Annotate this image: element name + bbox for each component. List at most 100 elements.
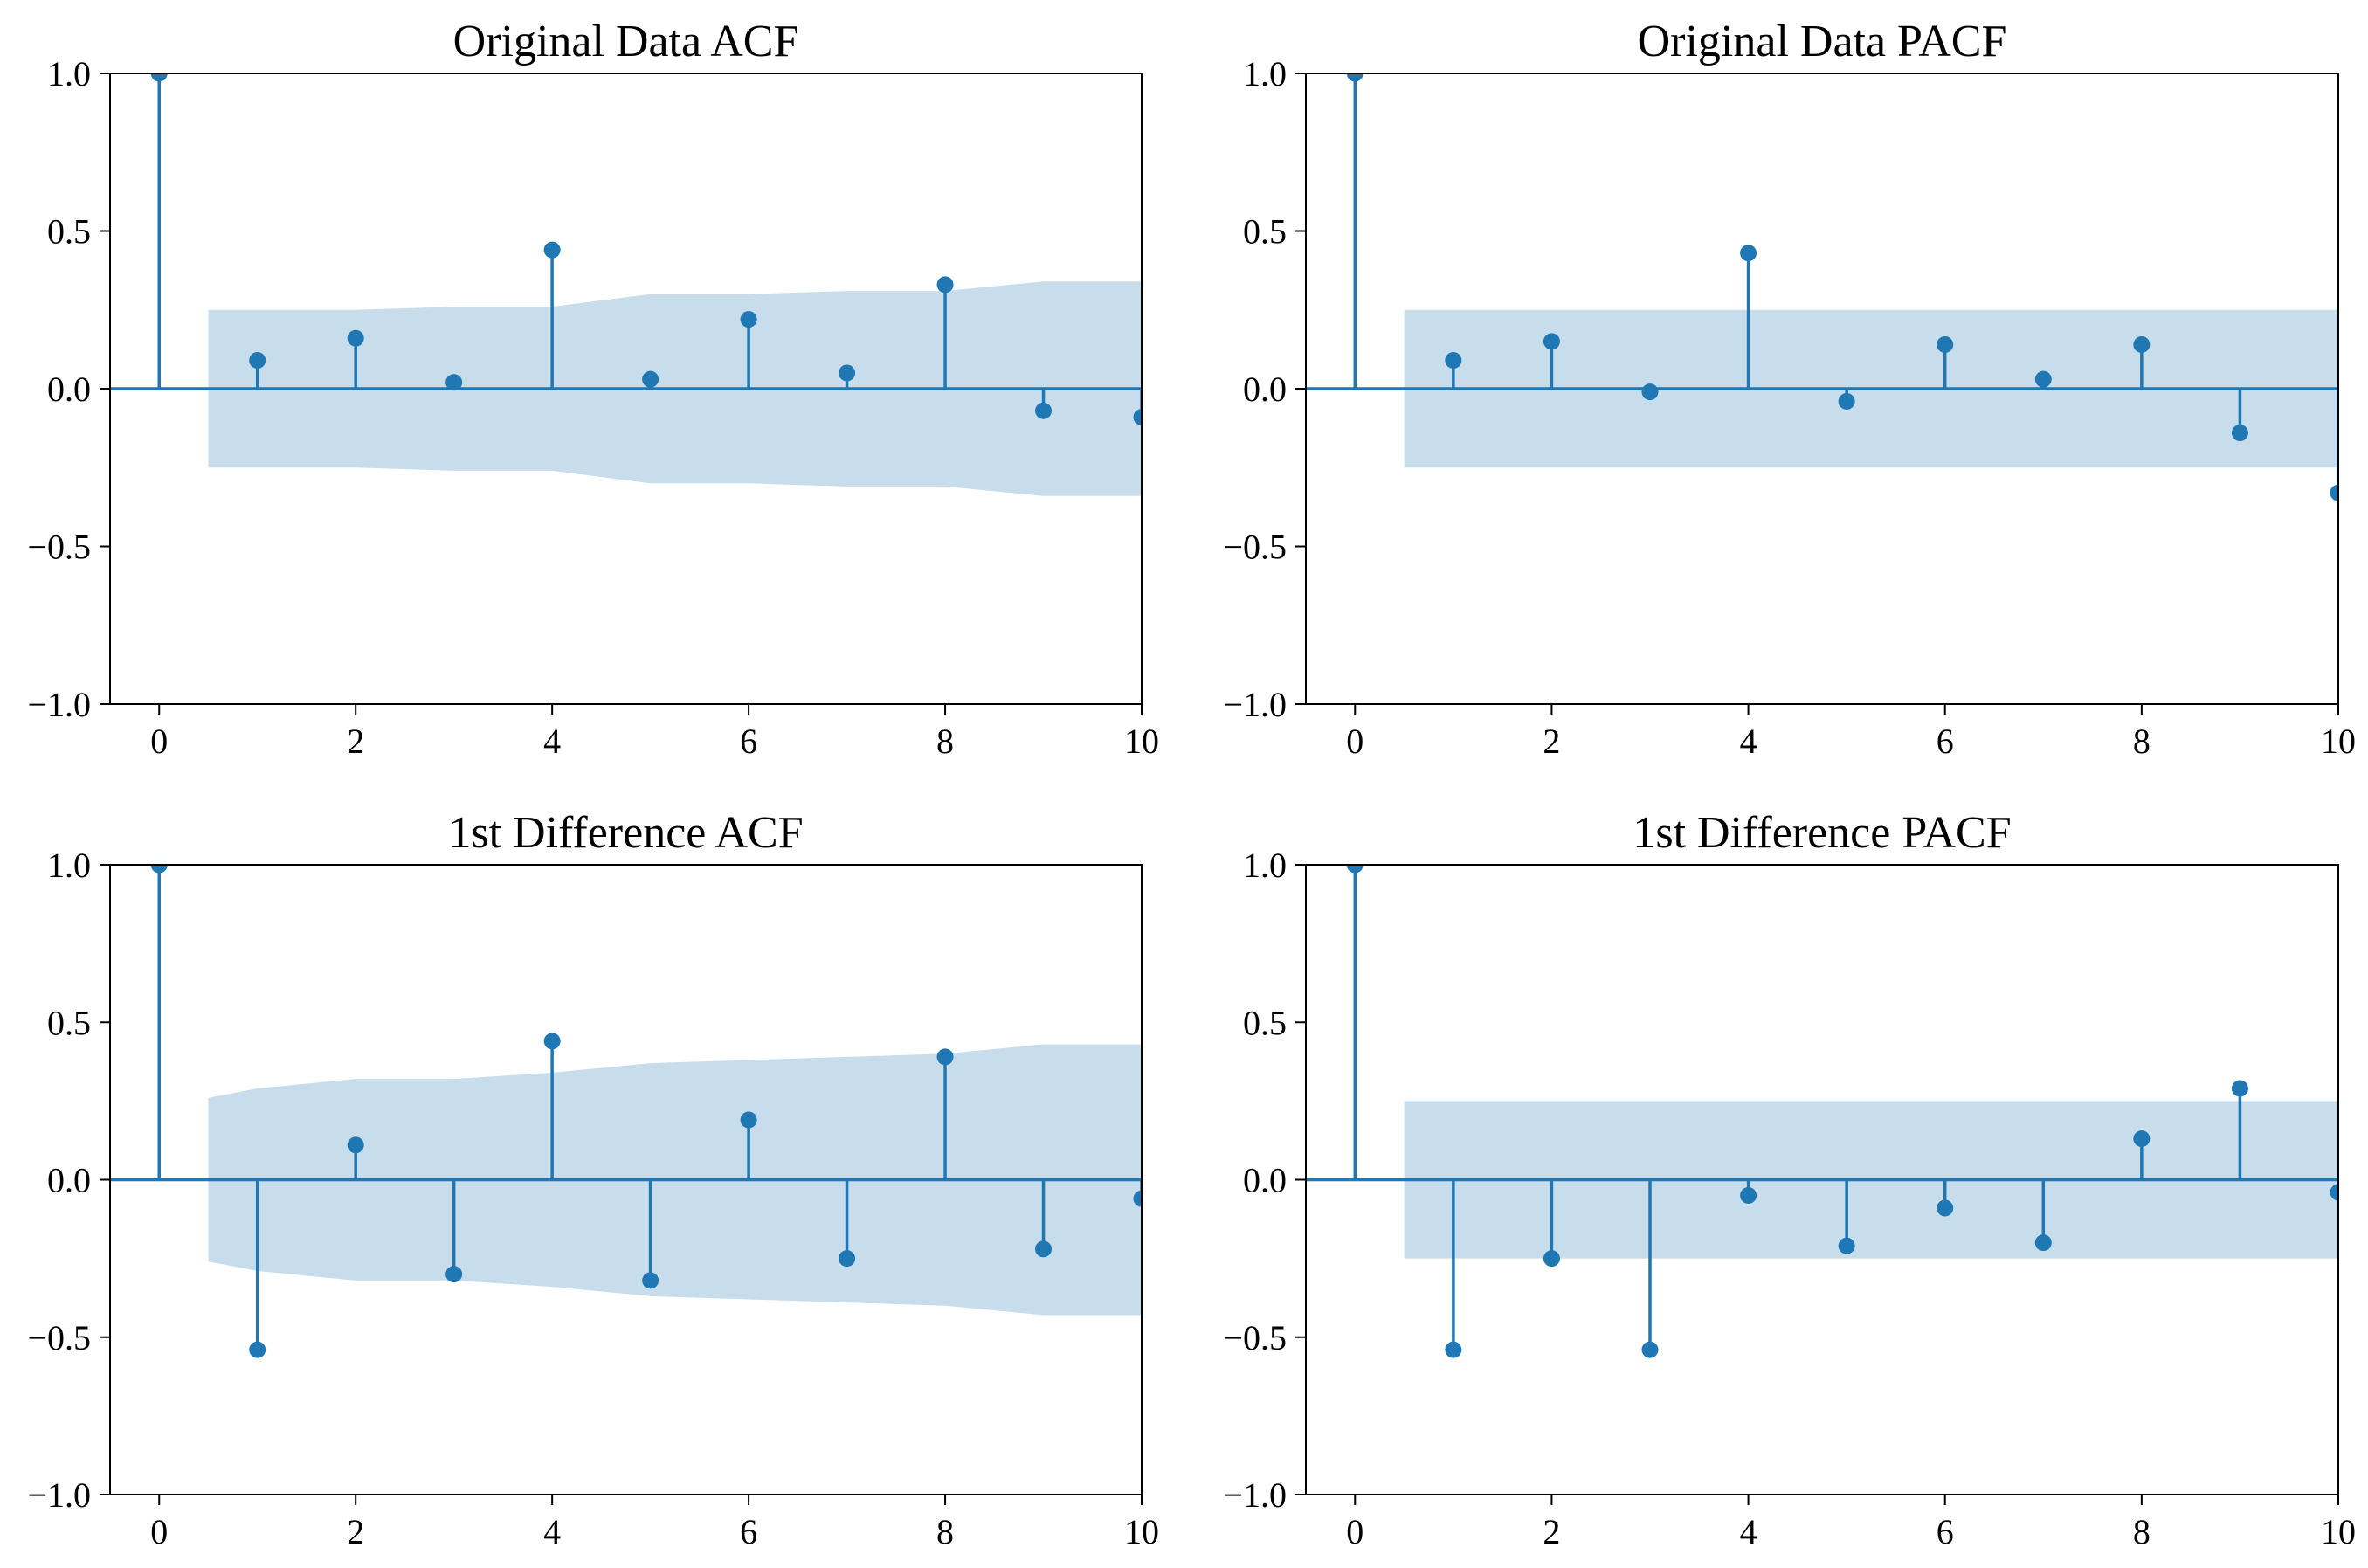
- chart-2-original-data-pacf-marker-lag-0: [1346, 73, 1363, 82]
- chart-2-original-data-pacf-marker-lag-2: [1543, 333, 1560, 350]
- chart-2-original-data-pacf-ytick-label-1: 1.0: [1243, 54, 1287, 93]
- chart-1-original-data-acf-marker-lag-3: [445, 374, 463, 391]
- chart-4-1st-difference-pacf-marker-lag-9: [2231, 1080, 2248, 1097]
- chart-3-1st-difference-acf-title: 1st Difference ACF: [448, 808, 803, 858]
- chart-1-original-data-acf-xtick-label-4: 4: [543, 722, 561, 761]
- chart-3-1st-difference-acf-marker-lag-7: [839, 1250, 856, 1268]
- chart-2-original-data-pacf-marker-lag-9: [2231, 425, 2248, 442]
- chart-3-1st-difference-acf-ytick-label-neg1: −1.0: [27, 1475, 91, 1515]
- chart-4-1st-difference-pacf-xtick-label-8: 8: [2133, 1512, 2151, 1551]
- chart-4-1st-difference-pacf: 0 2 4 6 8 10 1.0 0.5 0.0 −0.5 −1.0 1st Difference P…: [1223, 808, 2356, 1551]
- chart-1-original-data-acf-marker-lag-6: [740, 311, 757, 328]
- chart-1-original-data-acf-xtick-label-2: 2: [347, 722, 364, 761]
- chart-2-original-data-pacf-marker-lag-3: [1641, 383, 1659, 401]
- chart-4-1st-difference-pacf-ytick-label-0: 0.0: [1243, 1161, 1287, 1200]
- chart-1-original-data-acf-marker-lag-1: [249, 352, 266, 370]
- chart-4-1st-difference-pacf-marker-lag-0: [1346, 865, 1363, 874]
- chart-2-original-data-pacf-xtick-label-4: 4: [1740, 722, 1757, 761]
- chart-1-original-data-acf-marker-lag-5: [642, 370, 659, 388]
- chart-4-1st-difference-pacf-xtick-label-4: 4: [1740, 1512, 1757, 1551]
- chart-1-original-data-acf-title: Original Data ACF: [453, 17, 799, 66]
- chart-2-original-data-pacf-marker-lag-5: [1838, 392, 1855, 410]
- chart-2-original-data-pacf-ytick-label-neg0p5: −0.5: [1223, 528, 1287, 567]
- chart-3-1st-difference-acf-xtick-label-2: 2: [347, 1512, 364, 1551]
- chart-2-original-data-pacf-xtick-label-6: 6: [1937, 722, 1954, 761]
- chart-1-original-data-acf-ytick-label-neg0p5: −0.5: [27, 528, 91, 567]
- chart-3-1st-difference-acf-xtick-label-6: 6: [740, 1512, 757, 1551]
- chart-4-1st-difference-pacf-marker-lag-7: [2034, 1234, 2052, 1252]
- chart-1-original-data-acf-marker-lag-10: [1133, 408, 1142, 425]
- chart-1-original-data-acf-marker-lag-4: [543, 241, 561, 259]
- chart-4-1st-difference-pacf-plot-area: [1306, 865, 2338, 1358]
- chart-4-1st-difference-pacf-marker-lag-2: [1543, 1250, 1560, 1268]
- chart-3-1st-difference-acf-marker-lag-1: [249, 1341, 266, 1358]
- chart-2-original-data-pacf-marker-lag-10: [2330, 484, 2338, 501]
- chart-3-1st-difference-acf-xtick-label-10: 10: [1124, 1512, 1159, 1551]
- chart-1-original-data-acf-xtick-label-8: 8: [936, 722, 954, 761]
- chart-1-original-data-acf-xtick-label-10: 10: [1124, 722, 1159, 761]
- chart-3-1st-difference-acf-ytick-label-neg0p5: −0.5: [27, 1318, 91, 1357]
- chart-2-original-data-pacf-marker-lag-1: [1445, 352, 1462, 370]
- chart-2-original-data-pacf-ytick-label-0: 0.0: [1243, 370, 1287, 409]
- chart-3-1st-difference-acf-ytick-label-0p5: 0.5: [47, 1003, 91, 1042]
- chart-1-original-data-acf-marker-lag-0: [150, 73, 168, 82]
- chart-4-1st-difference-pacf-title: 1st Difference PACF: [1633, 808, 2011, 858]
- chart-2-original-data-pacf-xtick-label-10: 10: [2321, 722, 2356, 761]
- chart-3-1st-difference-acf-marker-lag-3: [445, 1266, 463, 1283]
- chart-1-original-data-acf-plot-area: [110, 73, 1142, 496]
- chart-3-1st-difference-acf-xtick-label-8: 8: [936, 1512, 954, 1551]
- chart-4-1st-difference-pacf-marker-lag-1: [1445, 1341, 1462, 1358]
- chart-3-1st-difference-acf-marker-lag-10: [1133, 1190, 1142, 1207]
- chart-3-1st-difference-acf-ytick-label-1: 1.0: [47, 846, 91, 885]
- chart-1-original-data-acf-ytick-label-0p5: 0.5: [47, 212, 91, 252]
- chart-2-original-data-pacf-title: Original Data PACF: [1638, 17, 2007, 66]
- chart-1-original-data-acf-ytick-label-1: 1.0: [47, 54, 91, 93]
- chart-2-original-data-pacf-ytick-label-neg1: −1.0: [1223, 685, 1287, 724]
- chart-4-1st-difference-pacf-marker-lag-4: [1740, 1187, 1757, 1205]
- chart-3-1st-difference-acf-plot-area: [110, 865, 1142, 1358]
- chart-2-original-data-pacf-xtick-label-2: 2: [1543, 722, 1560, 761]
- chart-3-1st-difference-acf-marker-lag-0: [150, 865, 168, 874]
- chart-1-original-data-acf-marker-lag-9: [1035, 402, 1053, 419]
- chart-4-1st-difference-pacf-ytick-label-0p5: 0.5: [1243, 1003, 1287, 1042]
- chart-4-1st-difference-pacf-ytick-label-1: 1.0: [1243, 846, 1287, 885]
- chart-3-1st-difference-acf-marker-lag-8: [936, 1048, 954, 1066]
- chart-3-1st-difference-acf-xtick-label-4: 4: [543, 1512, 561, 1551]
- chart-1-original-data-acf-marker-lag-8: [936, 276, 954, 294]
- chart-2-original-data-pacf-marker-lag-4: [1740, 245, 1757, 262]
- chart-2-original-data-pacf-xtick-label-0: 0: [1346, 722, 1363, 761]
- chart-3-1st-difference-acf-xtick-label-0: 0: [150, 1512, 168, 1551]
- chart-1-original-data-acf-ytick-label-0: 0.0: [47, 370, 91, 409]
- chart-4-1st-difference-pacf-xtick-label-0: 0: [1346, 1512, 1363, 1551]
- chart-3-1st-difference-acf-marker-lag-5: [642, 1272, 659, 1289]
- chart-1-original-data-acf-marker-lag-7: [839, 364, 856, 382]
- chart-4-1st-difference-pacf-marker-lag-6: [1937, 1199, 1954, 1217]
- chart-1-original-data-acf-xtick-label-6: 6: [740, 722, 757, 761]
- chart-1-original-data-acf-marker-lag-2: [347, 329, 364, 347]
- chart-3-1st-difference-acf-marker-lag-6: [740, 1111, 757, 1129]
- chart-2-original-data-pacf-ytick-label-0p5: 0.5: [1243, 212, 1287, 252]
- chart-1-original-data-acf-ytick-label-neg1: −1.0: [27, 685, 91, 724]
- chart-2-original-data-pacf-marker-lag-6: [1937, 335, 1954, 353]
- chart-1-original-data-acf: 0 2 4 6 8 10 1.0 0.5 0.0 −0.5 −1.0 Original Data AC…: [27, 17, 1159, 761]
- chart-4-1st-difference-pacf-marker-lag-5: [1838, 1237, 1855, 1254]
- chart-4-1st-difference-pacf-xtick-label-10: 10: [2321, 1512, 2356, 1551]
- chart-2-original-data-pacf-marker-lag-8: [2133, 335, 2151, 353]
- chart-3-1st-difference-acf-ytick-label-0: 0.0: [47, 1161, 91, 1200]
- chart-4-1st-difference-pacf-xtick-label-2: 2: [1543, 1512, 1560, 1551]
- chart-2-original-data-pacf-marker-lag-7: [2034, 370, 2052, 388]
- chart-4-1st-difference-pacf-ytick-label-neg0p5: −0.5: [1223, 1318, 1287, 1357]
- chart-3-1st-difference-acf-marker-lag-9: [1035, 1240, 1053, 1258]
- chart-4-1st-difference-pacf-marker-lag-3: [1641, 1341, 1659, 1358]
- chart-4-1st-difference-pacf-marker-lag-8: [2133, 1130, 2151, 1148]
- chart-3-1st-difference-acf-marker-lag-2: [347, 1136, 364, 1154]
- chart-4-1st-difference-pacf-ytick-label-neg1: −1.0: [1223, 1475, 1287, 1515]
- chart-2-original-data-pacf-xtick-label-8: 8: [2133, 722, 2151, 761]
- chart-4-1st-difference-pacf-xtick-label-6: 6: [1937, 1512, 1954, 1551]
- chart-3-1st-difference-acf: 0 2 4 6 8 10 1.0 0.5 0.0 −0.5 −1.0 1st Difference A…: [27, 808, 1159, 1551]
- chart-3-1st-difference-acf-marker-lag-4: [543, 1033, 561, 1050]
- chart-1-original-data-acf-xtick-label-0: 0: [150, 722, 168, 761]
- chart-4-1st-difference-pacf-marker-lag-10: [2330, 1184, 2338, 1201]
